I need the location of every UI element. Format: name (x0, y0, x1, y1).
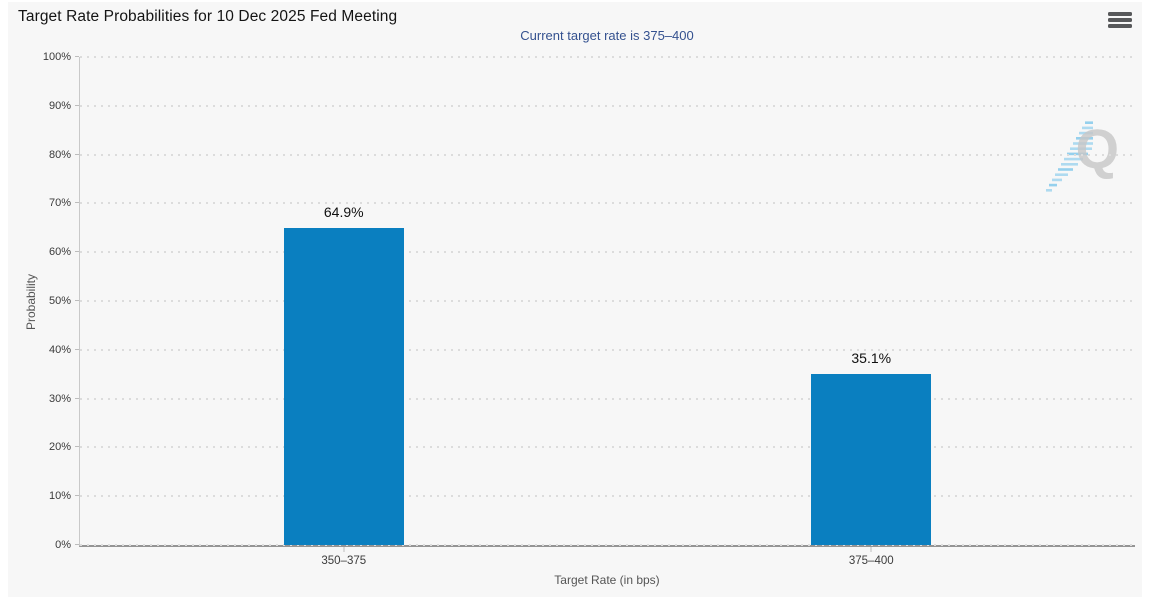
hamburger-bar (1108, 12, 1132, 16)
bar-value-label: 35.1% (851, 349, 892, 366)
y-gridline (80, 202, 1135, 205)
plot-area: Q 0% 10% 20% 30% 40% 50% 60% 70% 80% 90% 100% 64.9%… (43, 51, 1135, 567)
chart-subtitle: Current target rate is 375–400 (520, 28, 694, 43)
y-tick-mark (75, 397, 79, 399)
y-tick-mark (75, 300, 79, 301)
y-gridline (80, 153, 1135, 156)
y-tick-label: 20% (48, 441, 71, 454)
y-tick-label: 100% (42, 51, 71, 63)
x-axis-title: Target Rate (in bps) (554, 573, 660, 587)
y-tick-label: 30% (48, 392, 71, 405)
bar-value-label: 64.9% (323, 204, 364, 221)
y-tick-mark (75, 495, 79, 497)
y-gridline (80, 251, 1135, 254)
y-tick-label: 70% (48, 197, 71, 210)
y-tick-mark (75, 153, 79, 155)
y-tick-mark (75, 56, 79, 57)
y-gridline (80, 544, 1135, 546)
y-gridline (80, 446, 1135, 449)
chart-title: Target Rate Probabilities for 10 Dec 202… (18, 8, 398, 25)
x-tick-mark (870, 547, 872, 552)
bar-350–375[interactable] (283, 228, 404, 545)
hamburger-bar (1108, 18, 1132, 22)
x-tick-mark (343, 547, 345, 552)
y-gridline (80, 56, 1135, 58)
y-gridline (80, 397, 1135, 400)
y-tick-mark (75, 446, 79, 448)
y-tick-label: 90% (48, 99, 71, 112)
hamburger-menu-icon[interactable] (1108, 12, 1132, 28)
y-tick-mark (75, 251, 79, 253)
y-tick-label: 50% (48, 295, 71, 307)
y-gridline (80, 104, 1135, 107)
watermark-q-letter: Q (1075, 117, 1119, 180)
x-tick-label: 350–375 (321, 555, 367, 567)
y-tick-label: 80% (48, 148, 71, 161)
y-gridline (80, 495, 1135, 498)
fedwatch-chart-panel: Target Rate Probabilities for 10 Dec 202… (8, 2, 1142, 597)
y-tick-label: 0% (55, 539, 71, 551)
y-tick-label: 40% (48, 343, 71, 356)
y-axis-title: Probability (24, 273, 38, 331)
y-tick-mark (75, 202, 79, 204)
x-tick-label: 375–400 (848, 555, 894, 567)
y-tick-mark (75, 104, 79, 106)
y-tick-mark (75, 348, 79, 350)
y-tick-label: 60% (48, 246, 71, 259)
y-tick-label: 10% (48, 490, 71, 503)
y-gridline (80, 348, 1135, 351)
hamburger-bar (1108, 24, 1132, 28)
y-tick-mark (75, 544, 79, 545)
bar-375–400[interactable] (811, 373, 932, 545)
y-gridline (80, 300, 1135, 302)
